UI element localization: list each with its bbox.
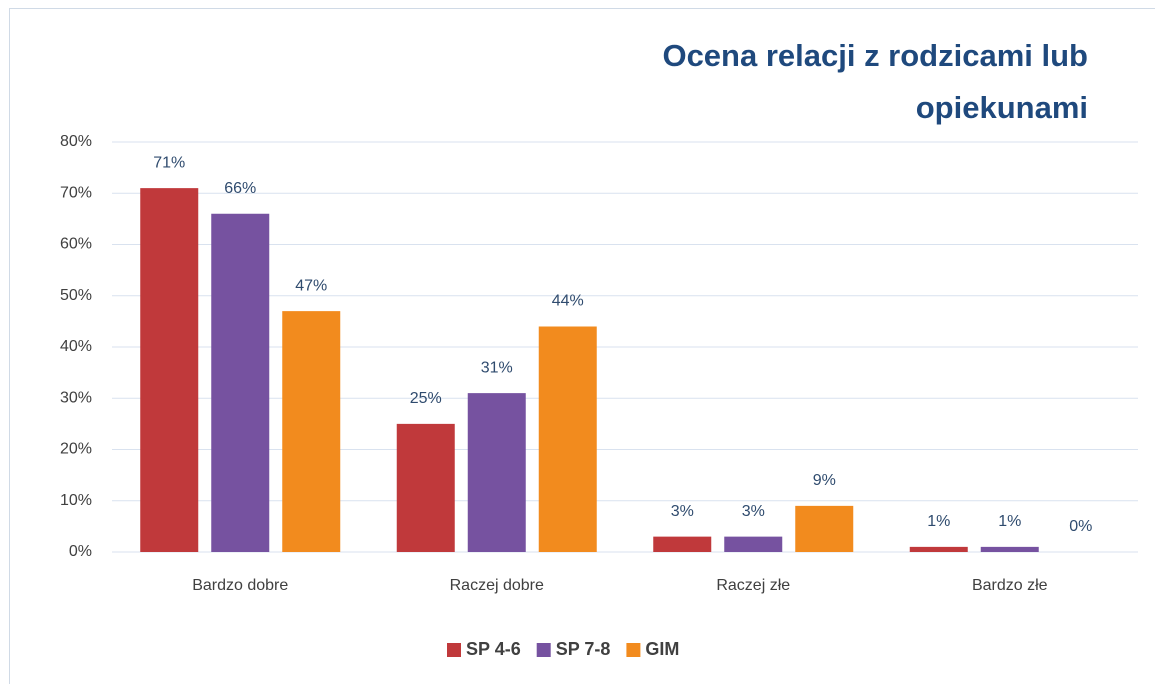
x-tick-label: Bardzo złe bbox=[972, 577, 1048, 594]
x-tick-label: Raczej złe bbox=[716, 577, 790, 594]
y-tick-label: 20% bbox=[60, 441, 92, 458]
legend-swatch bbox=[447, 643, 461, 657]
data-label: 66% bbox=[224, 180, 256, 197]
y-tick-label: 50% bbox=[60, 287, 92, 304]
bar bbox=[396, 423, 455, 552]
data-label: 9% bbox=[813, 472, 836, 489]
bar bbox=[467, 393, 526, 552]
legend-label: SP 4-6 bbox=[466, 639, 521, 659]
bar bbox=[538, 326, 597, 552]
data-label: 0% bbox=[1069, 518, 1092, 535]
bar bbox=[140, 188, 199, 552]
data-label: 71% bbox=[153, 154, 185, 171]
bar bbox=[980, 546, 1039, 552]
x-tick-label: Raczej dobre bbox=[450, 577, 544, 594]
bar bbox=[795, 505, 854, 552]
x-tick-label: Bardzo dobre bbox=[192, 577, 288, 594]
chart-title: Ocena relacji z rodzicami lub opiekunami bbox=[662, 38, 1088, 125]
bar bbox=[909, 546, 968, 552]
data-label: 47% bbox=[295, 277, 327, 294]
legend-swatch bbox=[626, 643, 641, 657]
data-label: 1% bbox=[998, 513, 1021, 530]
bar bbox=[724, 536, 783, 552]
y-tick-label: 10% bbox=[60, 492, 92, 509]
data-label: 25% bbox=[410, 390, 442, 407]
chart-frame bbox=[9, 8, 1155, 684]
legend-swatch bbox=[536, 643, 551, 657]
data-label: 44% bbox=[552, 293, 584, 310]
data-label: 1% bbox=[927, 513, 950, 530]
legend-label: SP 7-8 bbox=[556, 639, 611, 659]
y-tick-label: 30% bbox=[60, 389, 92, 406]
y-tick-label: 40% bbox=[60, 338, 92, 355]
bar bbox=[282, 311, 341, 552]
data-label: 3% bbox=[742, 503, 765, 520]
bar bbox=[211, 213, 270, 552]
y-tick-label: 0% bbox=[69, 543, 92, 560]
legend-label: GIM bbox=[645, 639, 679, 659]
y-tick-label: 70% bbox=[60, 184, 92, 201]
data-label: 3% bbox=[671, 503, 694, 520]
data-label: 31% bbox=[481, 359, 513, 376]
y-tick-label: 80% bbox=[60, 133, 92, 150]
bar bbox=[653, 536, 712, 552]
y-tick-label: 60% bbox=[60, 236, 92, 253]
